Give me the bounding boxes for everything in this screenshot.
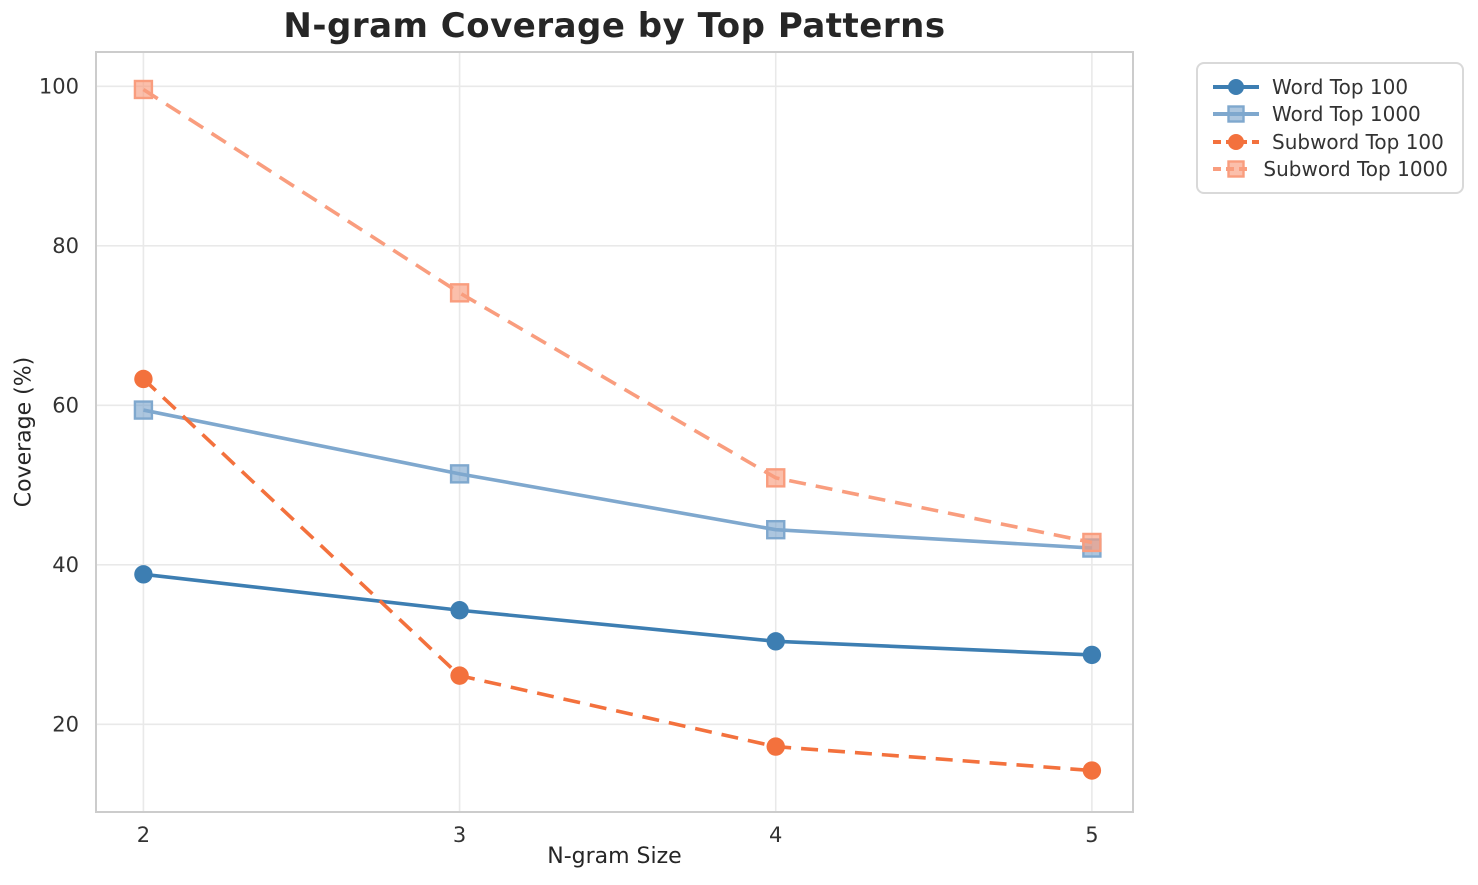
data-point-subword-top-1000 bbox=[1082, 532, 1102, 553]
series-line-subword-top-1000 bbox=[142, 87, 1093, 545]
circle-marker-icon bbox=[1228, 133, 1244, 150]
legend-item-word-top-1000: Word Top 1000 bbox=[1212, 101, 1448, 129]
series-word-top-100 bbox=[134, 565, 1102, 665]
data-point-word-top-1000 bbox=[449, 464, 470, 484]
y-tick-label: 20 bbox=[52, 712, 79, 736]
y-tick-label: 40 bbox=[52, 553, 79, 577]
data-point-word-top-100 bbox=[1082, 645, 1102, 665]
legend-item-word-top-100: Word Top 100 bbox=[1212, 73, 1448, 101]
x-tick-label: 5 bbox=[1085, 823, 1098, 847]
data-point-subword-top-100 bbox=[134, 369, 153, 389]
series-word-top-1000 bbox=[133, 400, 1102, 558]
series-line-word-top-1000 bbox=[143, 408, 1093, 550]
data-point-word-top-100 bbox=[134, 565, 153, 584]
y-tick-label: 60 bbox=[52, 393, 79, 417]
x-tick-label: 3 bbox=[453, 823, 466, 847]
data-point-word-top-100 bbox=[766, 632, 785, 651]
legend-swatch-word-top-1000 bbox=[1213, 105, 1259, 123]
x-tick-label: 2 bbox=[137, 823, 150, 847]
data-point-word-top-1000 bbox=[133, 400, 154, 420]
x-tick-label: 4 bbox=[769, 823, 782, 847]
series-line-subword-top-100 bbox=[142, 377, 1093, 773]
series-subword-top-100 bbox=[134, 369, 1102, 780]
legend-swatch-word-top-100 bbox=[1213, 78, 1259, 95]
x-axis-label: N-gram Size bbox=[547, 844, 682, 869]
legend-item-subword-top-100: Subword Top 100 bbox=[1212, 128, 1448, 156]
data-point-subword-top-1000 bbox=[133, 79, 154, 100]
data-point-subword-top-1000 bbox=[449, 283, 470, 303]
data-point-subword-top-100 bbox=[1082, 761, 1102, 780]
data-point-subword-top-100 bbox=[766, 737, 785, 756]
chart-title: N-gram Coverage by Top Patterns bbox=[283, 6, 946, 46]
axes-spines bbox=[95, 51, 1134, 813]
data-point-word-top-100 bbox=[450, 601, 469, 620]
data-point-subword-top-1000 bbox=[766, 468, 786, 488]
data-point-subword-top-100 bbox=[450, 666, 469, 685]
series-subword-top-1000 bbox=[133, 79, 1102, 553]
legend-label: Subword Top 100 bbox=[1272, 129, 1444, 154]
legend-label: Subword Top 1000 bbox=[1263, 157, 1448, 182]
legend-label: Word Top 1000 bbox=[1272, 102, 1421, 127]
circle-marker-icon bbox=[1228, 78, 1244, 95]
data-point-word-top-1000 bbox=[766, 519, 786, 540]
y-tick-label: 80 bbox=[52, 234, 79, 258]
legend-item-subword-top-1000: Subword Top 1000 bbox=[1212, 156, 1448, 184]
series-line-word-top-100 bbox=[143, 572, 1092, 657]
legend-box: Word Top 100 Word Top 1000 Subword Top 100… bbox=[1196, 62, 1464, 194]
legend-swatch-subword-top-1000 bbox=[1213, 160, 1252, 178]
square-marker-icon bbox=[1227, 105, 1245, 123]
y-axis-label: Coverage (%) bbox=[11, 356, 37, 508]
square-marker-icon bbox=[1227, 160, 1245, 178]
legend-swatch-subword-top-100 bbox=[1213, 133, 1259, 150]
y-tick-label: 100 bbox=[39, 74, 79, 98]
legend-label: Word Top 100 bbox=[1272, 74, 1409, 99]
